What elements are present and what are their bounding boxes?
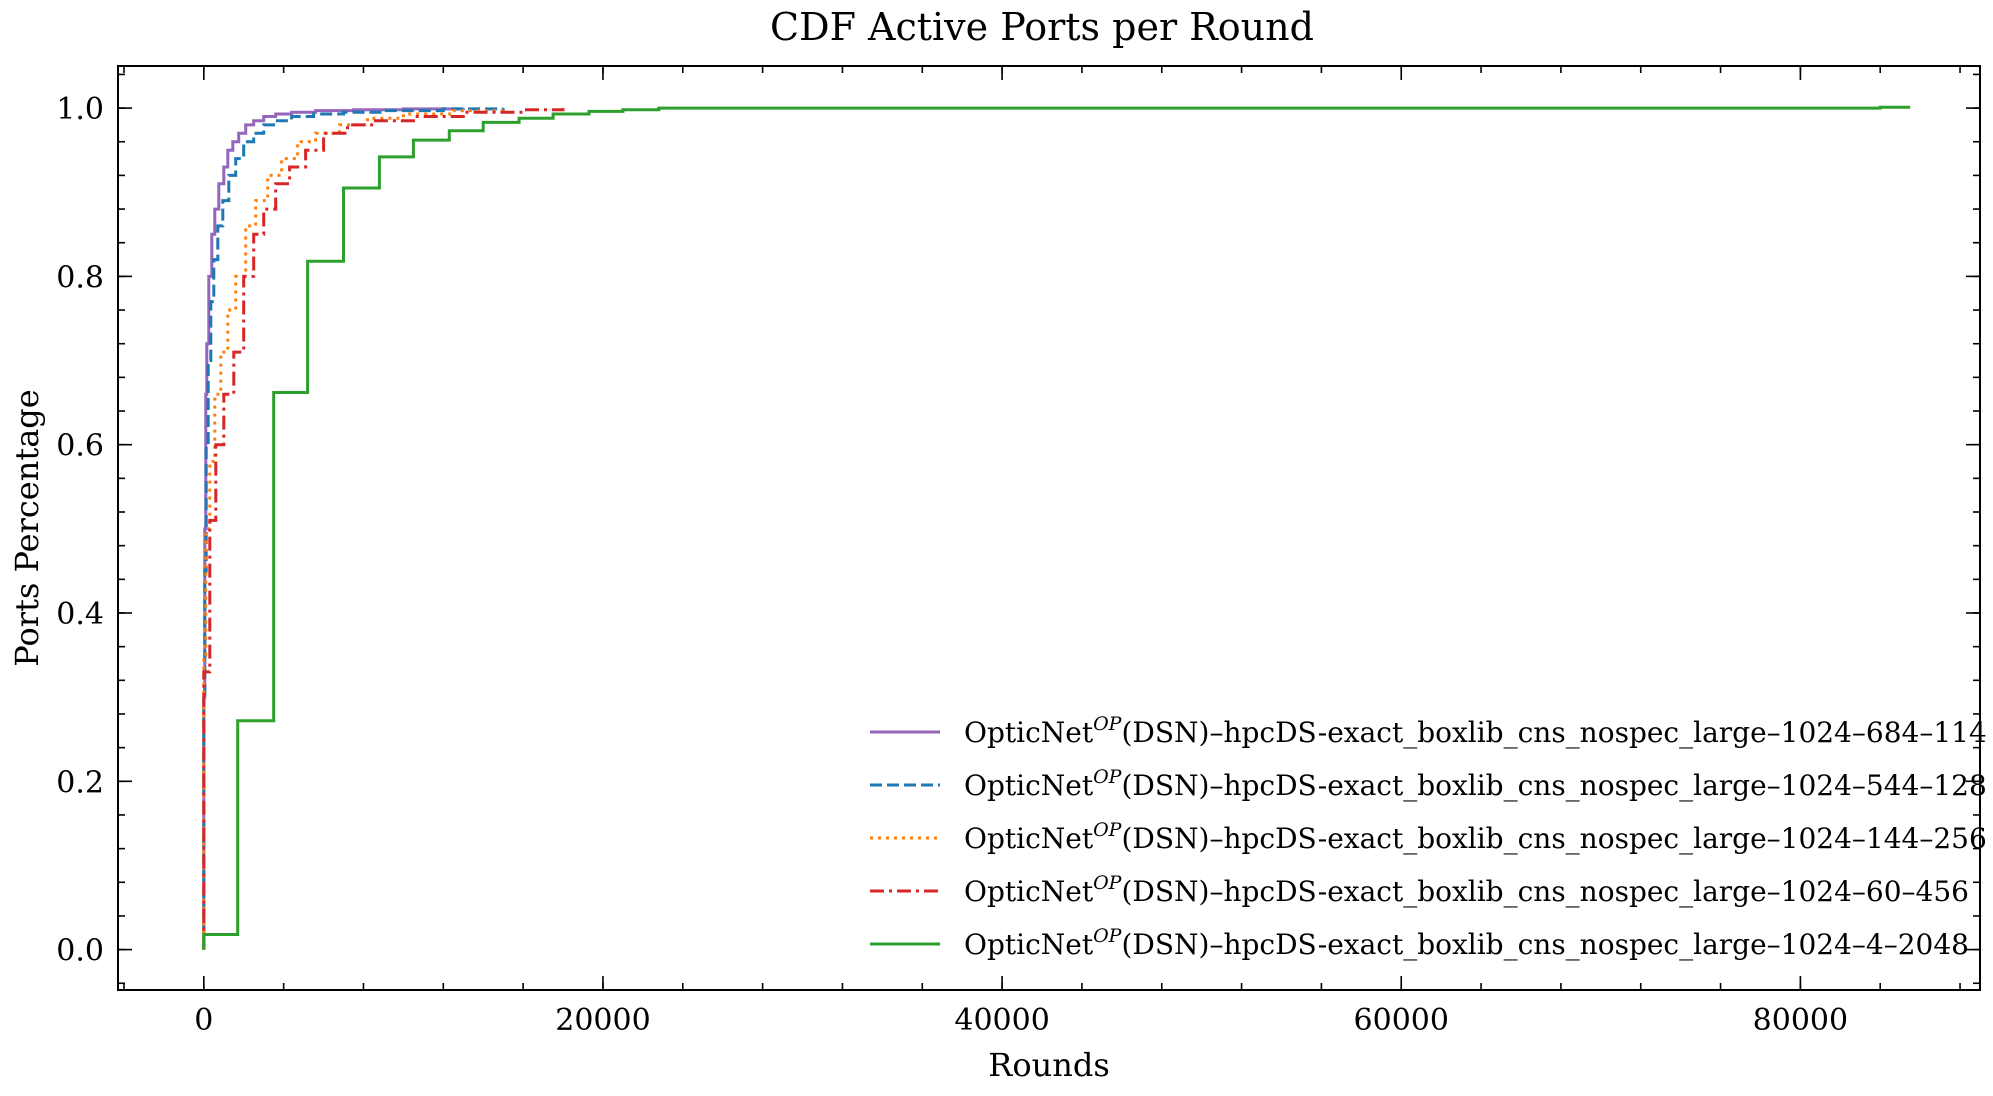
- y-tick-label: 0.8: [56, 260, 104, 295]
- x-tick-label: 20000: [555, 1003, 650, 1038]
- y-axis-label: Ports Percentage: [8, 389, 46, 666]
- plot-frame: [117, 65, 1981, 991]
- series-line-1: [202, 107, 465, 950]
- legend-label-3: OpticNetOP(DSN)–hpcDS-exact_boxlib_cns_n…: [964, 819, 1987, 855]
- x-tick-label: 40000: [954, 1003, 1049, 1038]
- series-line-4: [202, 108, 565, 950]
- x-axis-label: Rounds: [988, 1046, 1109, 1084]
- x-tick-label: 0: [194, 1003, 213, 1038]
- series-layer: [202, 105, 1911, 950]
- ticks-layer: 0 20000 40000 60000 80000 0.0 0.2 0.4 0.6 0.8 1.0: [56, 66, 1980, 1038]
- series-line-3: [202, 108, 505, 950]
- x-tick-label: 80000: [1753, 1003, 1848, 1038]
- legend-label-5: OpticNetOP(DSN)–hpcDS-exact_boxlib_cns_n…: [964, 925, 1969, 961]
- y-tick-label: 0.0: [56, 934, 104, 969]
- legend-label-4: OpticNetOP(DSN)–hpcDS-exact_boxlib_cns_n…: [964, 872, 1969, 908]
- y-tick-label: 0.6: [56, 429, 104, 464]
- series-line-5: [202, 105, 1911, 950]
- series-line-2: [202, 107, 505, 950]
- y-tick-label: 1.0: [56, 92, 104, 127]
- legend-label-1: OpticNetOP(DSN)–hpcDS-exact_boxlib_cns_n…: [964, 713, 1987, 749]
- legend: OpticNetOP(DSN)–hpcDS-exact_boxlib_cns_n…: [870, 713, 1987, 961]
- x-tick-label: 60000: [1354, 1003, 1449, 1038]
- chart-title: CDF Active Ports per Round: [770, 5, 1314, 49]
- legend-label-2: OpticNetOP(DSN)–hpcDS-exact_boxlib_cns_n…: [964, 766, 1987, 802]
- y-tick-label: 0.4: [56, 597, 104, 632]
- y-tick-label: 0.2: [56, 765, 104, 800]
